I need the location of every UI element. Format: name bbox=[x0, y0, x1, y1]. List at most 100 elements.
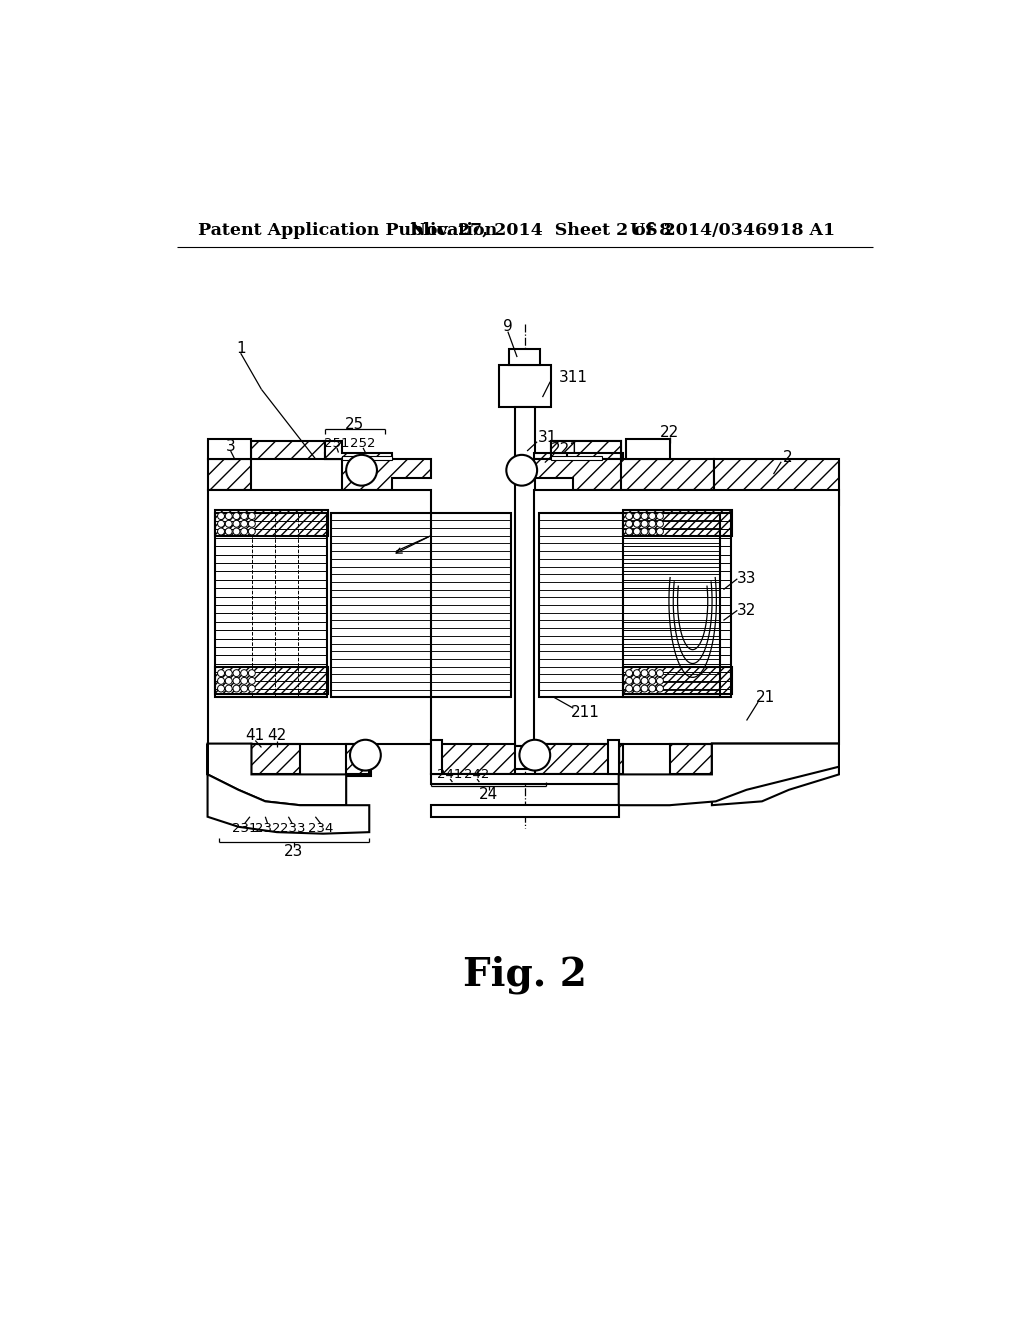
Text: 2: 2 bbox=[782, 450, 793, 465]
Polygon shape bbox=[551, 441, 624, 459]
Polygon shape bbox=[208, 743, 370, 834]
Circle shape bbox=[217, 669, 224, 677]
Circle shape bbox=[233, 669, 240, 677]
Circle shape bbox=[649, 520, 655, 527]
Circle shape bbox=[217, 520, 224, 527]
Polygon shape bbox=[627, 440, 671, 459]
Polygon shape bbox=[208, 440, 252, 459]
Polygon shape bbox=[431, 775, 618, 784]
Text: 242: 242 bbox=[464, 768, 489, 781]
Circle shape bbox=[641, 528, 648, 535]
Polygon shape bbox=[208, 490, 431, 767]
Text: 22: 22 bbox=[659, 425, 679, 440]
Circle shape bbox=[649, 677, 655, 684]
Polygon shape bbox=[535, 743, 618, 775]
Polygon shape bbox=[431, 805, 618, 817]
Polygon shape bbox=[608, 739, 618, 775]
Circle shape bbox=[233, 512, 240, 520]
Text: 33: 33 bbox=[737, 572, 757, 586]
Circle shape bbox=[656, 528, 664, 535]
Text: 251: 251 bbox=[325, 437, 349, 450]
Circle shape bbox=[217, 512, 224, 520]
Circle shape bbox=[519, 739, 550, 771]
Text: Patent Application Publication: Patent Application Publication bbox=[199, 222, 498, 239]
Circle shape bbox=[634, 512, 640, 520]
Text: 233: 233 bbox=[280, 822, 305, 834]
Text: 41: 41 bbox=[246, 729, 265, 743]
Polygon shape bbox=[551, 453, 567, 459]
Circle shape bbox=[656, 669, 664, 677]
Circle shape bbox=[634, 669, 640, 677]
Circle shape bbox=[249, 669, 255, 677]
Polygon shape bbox=[342, 459, 431, 490]
Polygon shape bbox=[509, 350, 541, 364]
Circle shape bbox=[241, 528, 248, 535]
Polygon shape bbox=[618, 743, 839, 805]
Circle shape bbox=[641, 669, 648, 677]
Circle shape bbox=[249, 685, 255, 692]
Polygon shape bbox=[712, 743, 839, 805]
Circle shape bbox=[217, 528, 224, 535]
Circle shape bbox=[217, 685, 224, 692]
Circle shape bbox=[649, 512, 655, 520]
Text: 221: 221 bbox=[551, 442, 580, 457]
Polygon shape bbox=[326, 441, 392, 459]
Circle shape bbox=[225, 669, 232, 677]
Polygon shape bbox=[208, 459, 252, 490]
Circle shape bbox=[350, 739, 381, 771]
Polygon shape bbox=[515, 407, 535, 746]
Circle shape bbox=[506, 455, 538, 486]
Circle shape bbox=[233, 528, 240, 535]
Circle shape bbox=[641, 685, 648, 692]
Circle shape bbox=[225, 512, 232, 520]
Circle shape bbox=[249, 528, 255, 535]
Text: US 2014/0346918 A1: US 2014/0346918 A1 bbox=[630, 222, 835, 239]
Circle shape bbox=[649, 669, 655, 677]
Text: 25: 25 bbox=[345, 417, 365, 433]
Circle shape bbox=[641, 512, 648, 520]
Circle shape bbox=[641, 520, 648, 527]
Polygon shape bbox=[431, 739, 441, 775]
Text: 252: 252 bbox=[350, 437, 376, 450]
Circle shape bbox=[225, 677, 232, 684]
Circle shape bbox=[626, 677, 633, 684]
Circle shape bbox=[241, 669, 248, 677]
Circle shape bbox=[634, 677, 640, 684]
Polygon shape bbox=[431, 743, 515, 775]
Polygon shape bbox=[252, 743, 370, 805]
Polygon shape bbox=[535, 490, 839, 767]
Circle shape bbox=[634, 528, 640, 535]
Polygon shape bbox=[714, 459, 839, 506]
Polygon shape bbox=[535, 441, 621, 459]
Text: 32: 32 bbox=[737, 603, 757, 618]
Circle shape bbox=[217, 677, 224, 684]
Polygon shape bbox=[499, 364, 551, 407]
Circle shape bbox=[241, 685, 248, 692]
Circle shape bbox=[641, 677, 648, 684]
Polygon shape bbox=[621, 459, 714, 490]
Circle shape bbox=[626, 528, 633, 535]
Text: 9: 9 bbox=[503, 318, 513, 334]
Circle shape bbox=[225, 685, 232, 692]
Text: Nov. 27, 2014  Sheet 2 of 8: Nov. 27, 2014 Sheet 2 of 8 bbox=[410, 222, 672, 239]
Circle shape bbox=[233, 520, 240, 527]
Circle shape bbox=[626, 512, 633, 520]
Circle shape bbox=[634, 520, 640, 527]
Circle shape bbox=[241, 677, 248, 684]
Polygon shape bbox=[535, 459, 624, 490]
Text: 24: 24 bbox=[479, 787, 499, 803]
Polygon shape bbox=[551, 457, 602, 461]
Polygon shape bbox=[342, 457, 392, 461]
Circle shape bbox=[225, 528, 232, 535]
Text: 21: 21 bbox=[756, 690, 775, 705]
Text: 232: 232 bbox=[255, 822, 281, 834]
Polygon shape bbox=[512, 746, 538, 770]
Circle shape bbox=[241, 512, 248, 520]
Polygon shape bbox=[618, 743, 712, 805]
Circle shape bbox=[626, 669, 633, 677]
Text: 211: 211 bbox=[570, 705, 599, 721]
Text: 42: 42 bbox=[267, 729, 287, 743]
Circle shape bbox=[249, 520, 255, 527]
Circle shape bbox=[649, 528, 655, 535]
Circle shape bbox=[249, 512, 255, 520]
